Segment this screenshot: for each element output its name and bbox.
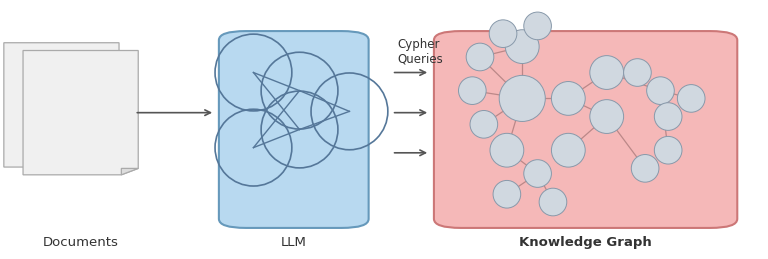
Ellipse shape: [489, 20, 517, 47]
Ellipse shape: [624, 59, 651, 86]
Text: Knowledge Graph: Knowledge Graph: [519, 236, 651, 249]
Ellipse shape: [654, 103, 682, 130]
Ellipse shape: [466, 43, 494, 71]
Text: LLM: LLM: [281, 236, 307, 249]
Ellipse shape: [590, 100, 624, 133]
Ellipse shape: [524, 12, 551, 40]
Polygon shape: [23, 51, 138, 175]
Polygon shape: [121, 168, 138, 175]
FancyBboxPatch shape: [434, 31, 737, 228]
Ellipse shape: [470, 111, 498, 138]
Ellipse shape: [539, 188, 567, 216]
Ellipse shape: [551, 82, 585, 115]
FancyBboxPatch shape: [219, 31, 369, 228]
Polygon shape: [102, 161, 119, 167]
Ellipse shape: [590, 56, 624, 89]
Text: Cypher
Queries: Cypher Queries: [398, 38, 444, 66]
Ellipse shape: [524, 160, 551, 187]
Ellipse shape: [493, 181, 521, 208]
Ellipse shape: [551, 133, 585, 167]
Ellipse shape: [505, 30, 539, 63]
Ellipse shape: [654, 136, 682, 164]
Ellipse shape: [458, 77, 486, 104]
Ellipse shape: [499, 75, 545, 121]
Ellipse shape: [677, 85, 705, 112]
Ellipse shape: [631, 155, 659, 182]
Ellipse shape: [647, 77, 674, 104]
Ellipse shape: [490, 133, 524, 167]
Text: Documents: Documents: [43, 236, 118, 249]
Polygon shape: [4, 43, 119, 167]
